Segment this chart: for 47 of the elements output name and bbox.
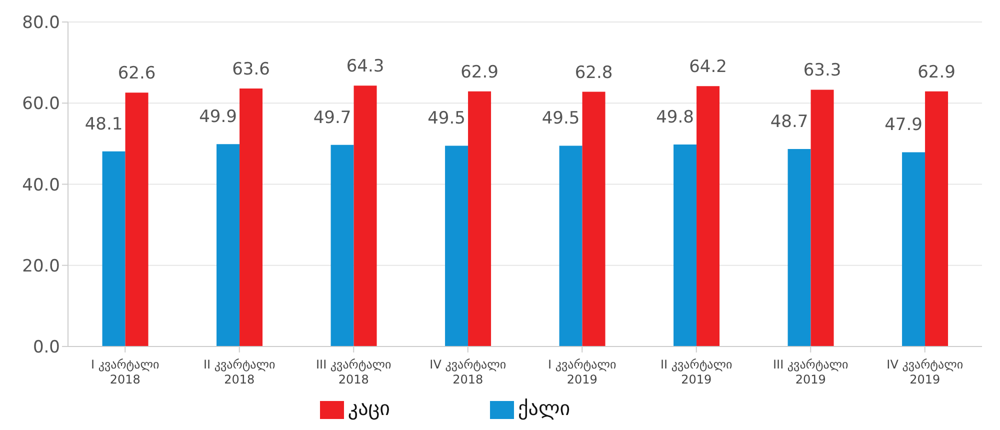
y-tick-label: 40.0 (22, 175, 60, 196)
data-label: 62.8 (574, 62, 613, 83)
bar (925, 91, 948, 346)
bar (559, 146, 582, 346)
data-label: 64.2 (689, 57, 727, 78)
legend-label: კაცი (348, 396, 390, 420)
data-label: 48.7 (770, 112, 808, 132)
x-tick-label: II კვარტალი 2019 (660, 357, 732, 386)
bar (125, 92, 148, 346)
bar (445, 146, 468, 346)
data-label: 64.3 (346, 56, 384, 77)
x-tick-label: III კვარტალი 2019 (772, 357, 848, 386)
bar (582, 92, 606, 346)
data-label: 49.7 (313, 108, 352, 128)
bar (696, 86, 720, 346)
bar (468, 91, 492, 346)
data-label: 62.6 (118, 64, 156, 84)
bar (240, 88, 263, 346)
data-label: 48.1 (84, 114, 123, 134)
data-label: 63.6 (232, 60, 270, 80)
bar (788, 148, 811, 346)
data-label: 49.5 (428, 108, 466, 129)
bar (902, 152, 926, 346)
legend-label: ქალი (518, 396, 570, 420)
y-tick-label: 0.0 (32, 338, 60, 358)
bar (102, 151, 126, 346)
x-tick-label: IV კვარტალი 2018 (430, 357, 506, 386)
bar (330, 144, 354, 346)
y-tick-label: 60.0 (22, 94, 60, 114)
data-label: 49.8 (656, 107, 694, 128)
data-label: 49.9 (199, 107, 237, 128)
x-tick-label: IV კვარტალი 2019 (886, 357, 964, 386)
bar (354, 86, 377, 346)
y-tick-label: 80.0 (22, 13, 60, 34)
data-label: 47.9 (884, 115, 922, 136)
bar (674, 144, 697, 346)
bar (810, 90, 834, 346)
data-label: 49.5 (542, 108, 580, 129)
bar (216, 144, 240, 346)
data-label: 63.3 (803, 60, 842, 81)
x-tick-label: I კვარტალი 2019 (548, 357, 616, 386)
x-tick-label: III კვარტალი 2018 (316, 357, 392, 386)
x-tick-label: II კვარტალი 2018 (204, 357, 276, 386)
data-label: 62.9 (918, 62, 956, 82)
x-tick-label: I კვარტალი 2018 (91, 357, 160, 386)
y-tick-label: 20.0 (22, 256, 60, 276)
data-label: 62.9 (460, 62, 498, 82)
